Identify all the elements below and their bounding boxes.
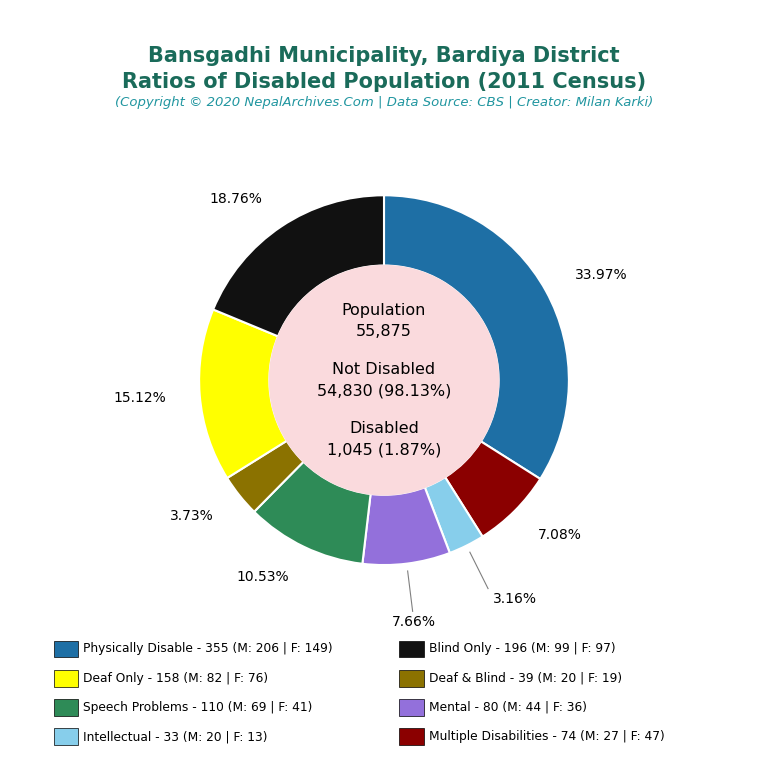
Text: Blind Only - 196 (M: 99 | F: 97): Blind Only - 196 (M: 99 | F: 97) <box>429 643 615 655</box>
Wedge shape <box>384 195 569 479</box>
Text: Disabled
1,045 (1.87%): Disabled 1,045 (1.87%) <box>327 422 441 457</box>
Text: 3.16%: 3.16% <box>493 591 537 605</box>
Text: Physically Disable - 355 (M: 206 | F: 149): Physically Disable - 355 (M: 206 | F: 14… <box>83 643 333 655</box>
Wedge shape <box>227 441 303 511</box>
Text: 15.12%: 15.12% <box>114 391 167 406</box>
Text: 10.53%: 10.53% <box>237 570 290 584</box>
Text: 3.73%: 3.73% <box>170 509 214 524</box>
Text: Mental - 80 (M: 44 | F: 36): Mental - 80 (M: 44 | F: 36) <box>429 701 587 713</box>
Wedge shape <box>445 442 540 537</box>
Wedge shape <box>362 487 450 565</box>
Text: Population
55,875: Population 55,875 <box>342 303 426 339</box>
Text: Deaf Only - 158 (M: 82 | F: 76): Deaf Only - 158 (M: 82 | F: 76) <box>83 672 268 684</box>
Text: 33.97%: 33.97% <box>575 268 627 282</box>
Text: Not Disabled
54,830 (98.13%): Not Disabled 54,830 (98.13%) <box>317 362 451 398</box>
Text: 7.66%: 7.66% <box>392 615 436 629</box>
Wedge shape <box>425 477 482 553</box>
Text: 18.76%: 18.76% <box>210 192 263 206</box>
Wedge shape <box>199 310 286 478</box>
Text: 7.08%: 7.08% <box>538 528 582 541</box>
Text: Deaf & Blind - 39 (M: 20 | F: 19): Deaf & Blind - 39 (M: 20 | F: 19) <box>429 672 621 684</box>
Circle shape <box>270 266 498 495</box>
Wedge shape <box>254 462 371 564</box>
Text: Intellectual - 33 (M: 20 | F: 13): Intellectual - 33 (M: 20 | F: 13) <box>83 730 267 743</box>
Wedge shape <box>214 195 384 336</box>
Text: Speech Problems - 110 (M: 69 | F: 41): Speech Problems - 110 (M: 69 | F: 41) <box>83 701 313 713</box>
Text: Multiple Disabilities - 74 (M: 27 | F: 47): Multiple Disabilities - 74 (M: 27 | F: 4… <box>429 730 664 743</box>
Text: (Copyright © 2020 NepalArchives.Com | Data Source: CBS | Creator: Milan Karki): (Copyright © 2020 NepalArchives.Com | Da… <box>115 96 653 109</box>
Text: Bansgadhi Municipality, Bardiya District
Ratios of Disabled Population (2011 Cen: Bansgadhi Municipality, Bardiya District… <box>122 46 646 91</box>
